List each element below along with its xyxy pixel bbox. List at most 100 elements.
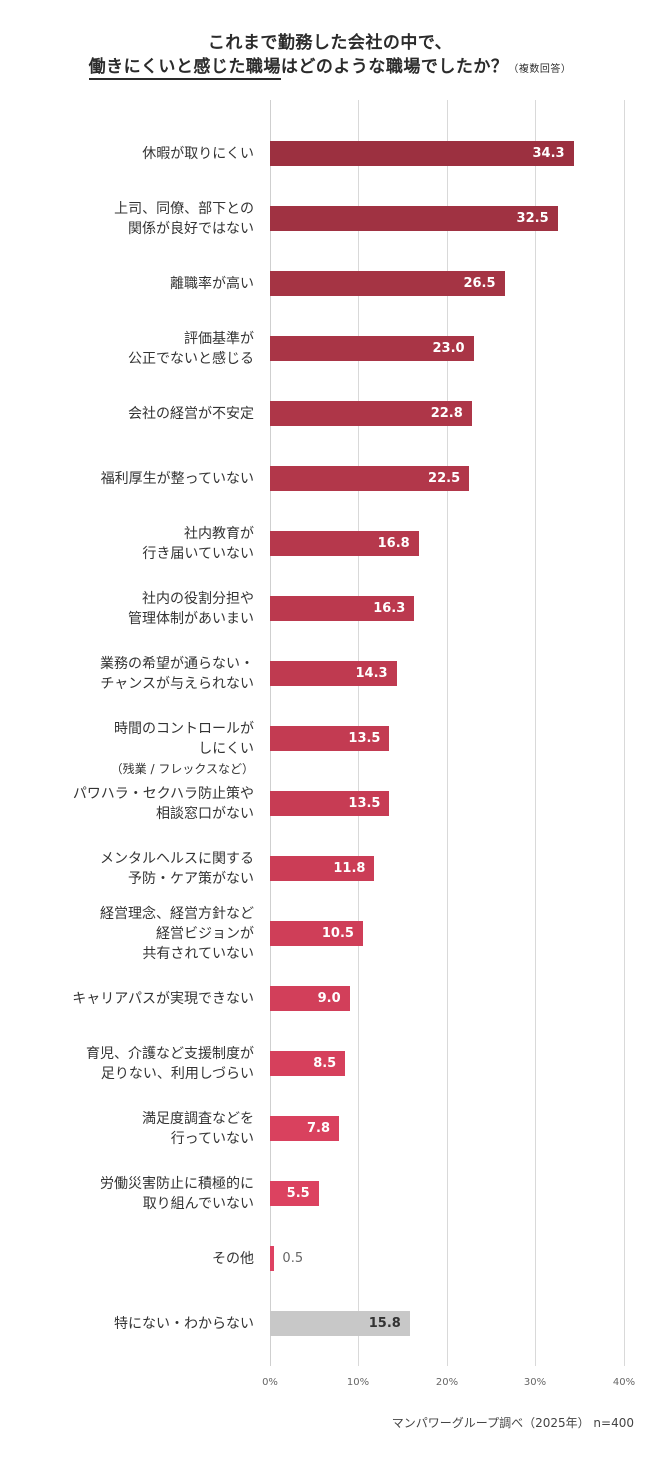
category-label-line: 満足度調査などを <box>142 1110 254 1127</box>
bar <box>270 531 419 556</box>
title-note: （複数回答） <box>508 64 572 75</box>
category-label-line: 社内の役割分担や <box>142 590 254 607</box>
bar-value-label: 22.8 <box>430 406 463 421</box>
x-tick-label: 30% <box>523 1377 547 1388</box>
x-tick-label: 10% <box>346 1377 370 1388</box>
title-rest: はどのような職場でしたか？ <box>280 57 509 77</box>
bar <box>270 1181 319 1206</box>
bar-value-label: 32.5 <box>516 211 549 226</box>
category-label-line: パワハラ・セクハラ防止策や <box>72 785 254 802</box>
bar-value-label: 15.8 <box>368 1316 401 1331</box>
bar <box>270 726 390 751</box>
title-line-1: これまで勤務した会社の中で、 <box>207 33 453 53</box>
category-label: キャリアパスが実現できない <box>72 989 254 1009</box>
bar <box>270 1116 340 1141</box>
bar <box>270 986 350 1011</box>
category-label-line: 育児、介護など支援制度が <box>86 1045 254 1062</box>
bar-value-label: 14.3 <box>355 666 388 681</box>
category-label-line: 上司、同僚、部下との <box>114 200 254 217</box>
bar <box>270 141 574 166</box>
category-label: 休暇が取りにくい <box>142 144 254 164</box>
bar <box>270 1246 275 1271</box>
category-label-line: 経営理念、経営方針など <box>100 905 254 922</box>
bar <box>270 1051 346 1076</box>
bar <box>270 596 415 621</box>
category-label: 特にない・わからない <box>114 1314 254 1334</box>
category-label-line: 取り組んでいない <box>142 1195 254 1212</box>
title-underlined-phrase: 働きにくいと感じた職場 <box>88 57 281 80</box>
category-label: 離職率が高い <box>170 274 254 294</box>
bar-value-label: 10.5 <box>321 926 354 941</box>
category-label-line: メンタルヘルスに関する <box>100 850 254 867</box>
category-label-line: 離職率が高い <box>170 275 254 292</box>
bar-value-label: 16.3 <box>373 601 406 616</box>
category-label-line: 特にない・わからない <box>114 1315 254 1332</box>
gridline-40 <box>624 100 625 1366</box>
category-label: 福利厚生が整っていない <box>101 469 254 489</box>
category-label: 満足度調査などを行っていない <box>142 1109 254 1149</box>
category-label-line: 時間のコントロールが <box>114 720 254 737</box>
category-label-line: 会社の経営が不安定 <box>128 405 254 422</box>
category-label: 育児、介護など支援制度が足りない、利用しづらい <box>86 1044 254 1084</box>
category-label: 時間のコントロールが しにくい （残業 / フレックスなど） <box>111 719 254 779</box>
category-label: その他 <box>212 1249 254 1269</box>
bar-value-label: 9.0 <box>317 991 341 1006</box>
category-label-line: 行き届いていない <box>142 545 254 562</box>
category-label-line: 公正でないと感じる <box>128 350 254 367</box>
category-label-line: チャンスが与えられない <box>100 675 254 692</box>
category-label-line: 休暇が取りにくい <box>142 145 254 162</box>
bar <box>270 401 472 426</box>
category-label-line: 行っていない <box>170 1130 254 1147</box>
gridline-20 <box>447 100 448 1366</box>
category-label-line: 共有されていない <box>142 945 254 962</box>
bar-value-label: 5.5 <box>286 1186 310 1201</box>
category-label: パワハラ・セクハラ防止策や相談窓口がない <box>73 784 254 824</box>
category-label: 会社の経営が不安定 <box>128 404 254 424</box>
gridline-30 <box>535 100 536 1366</box>
category-label: 上司、同僚、部下との関係が良好ではない <box>114 199 254 239</box>
bar <box>270 1311 410 1336</box>
category-label-line: 相談窓口がない <box>156 805 254 822</box>
bar <box>270 921 363 946</box>
bar-value-label: 23.0 <box>432 341 465 356</box>
bar <box>270 336 474 361</box>
bar <box>270 271 505 296</box>
bar-value-label: 26.5 <box>463 276 496 291</box>
title-line-2: 働きにくいと感じた職場はどのような職場でしたか？（複数回答） <box>0 52 660 80</box>
category-label-line: 社内教育が <box>184 525 254 542</box>
category-label-line: 予防・ケア策がない <box>128 870 254 887</box>
x-tick-label: 40% <box>612 1377 636 1388</box>
category-label-line: 労働災害防止に積極的に <box>100 1175 254 1192</box>
bar-value-label: 13.5 <box>348 796 381 811</box>
bar-value-label: 11.8 <box>333 861 366 876</box>
bar <box>270 206 558 231</box>
bar <box>270 661 397 686</box>
category-label-line: 業務の希望が通らない・ <box>100 655 254 672</box>
category-label: 社内の役割分担や管理体制があいまい <box>128 589 254 629</box>
category-label-line: 足りない、利用しづらい <box>100 1065 254 1082</box>
category-label: 評価基準が公正でないと感じる <box>128 329 254 369</box>
category-label: メンタルヘルスに関する予防・ケア策がない <box>100 849 254 889</box>
bar-value-label: 16.8 <box>377 536 410 551</box>
bar-value-label: 34.3 <box>532 146 565 161</box>
bar <box>270 856 375 881</box>
bar <box>270 791 390 816</box>
x-tick-label: 0% <box>262 1377 278 1388</box>
category-label-line: 福利厚生が整っていない <box>100 470 254 487</box>
x-tick-label: 20% <box>435 1377 459 1388</box>
category-label: 業務の希望が通らない・ チャンスが与えられない <box>100 654 254 694</box>
category-label-line: 評価基準が <box>184 330 254 347</box>
category-label: 労働災害防止に積極的に取り組んでいない <box>100 1174 254 1214</box>
category-label-line: 管理体制があいまい <box>128 610 254 627</box>
bar-value-label: 22.5 <box>428 471 461 486</box>
category-label-line: 経営ビジョンが <box>156 925 254 942</box>
bar-value-label: 8.5 <box>313 1056 337 1071</box>
source-note: マンパワーグループ調べ（2025年） n=400 <box>391 1416 634 1430</box>
category-label: 社内教育が行き届いていない <box>142 524 254 564</box>
bar <box>270 466 470 491</box>
category-label: 経営理念、経営方針など経営ビジョンが共有されていない <box>100 904 254 964</box>
category-label-line: キャリアパスが実現できない <box>72 990 254 1007</box>
bar-value-label: 13.5 <box>348 731 381 746</box>
category-label-line: しにくい <box>198 740 254 757</box>
category-label-line: 関係が良好ではない <box>128 220 254 237</box>
